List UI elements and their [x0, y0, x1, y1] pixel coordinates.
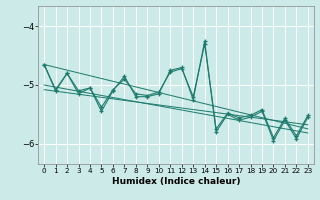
X-axis label: Humidex (Indice chaleur): Humidex (Indice chaleur) [112, 177, 240, 186]
